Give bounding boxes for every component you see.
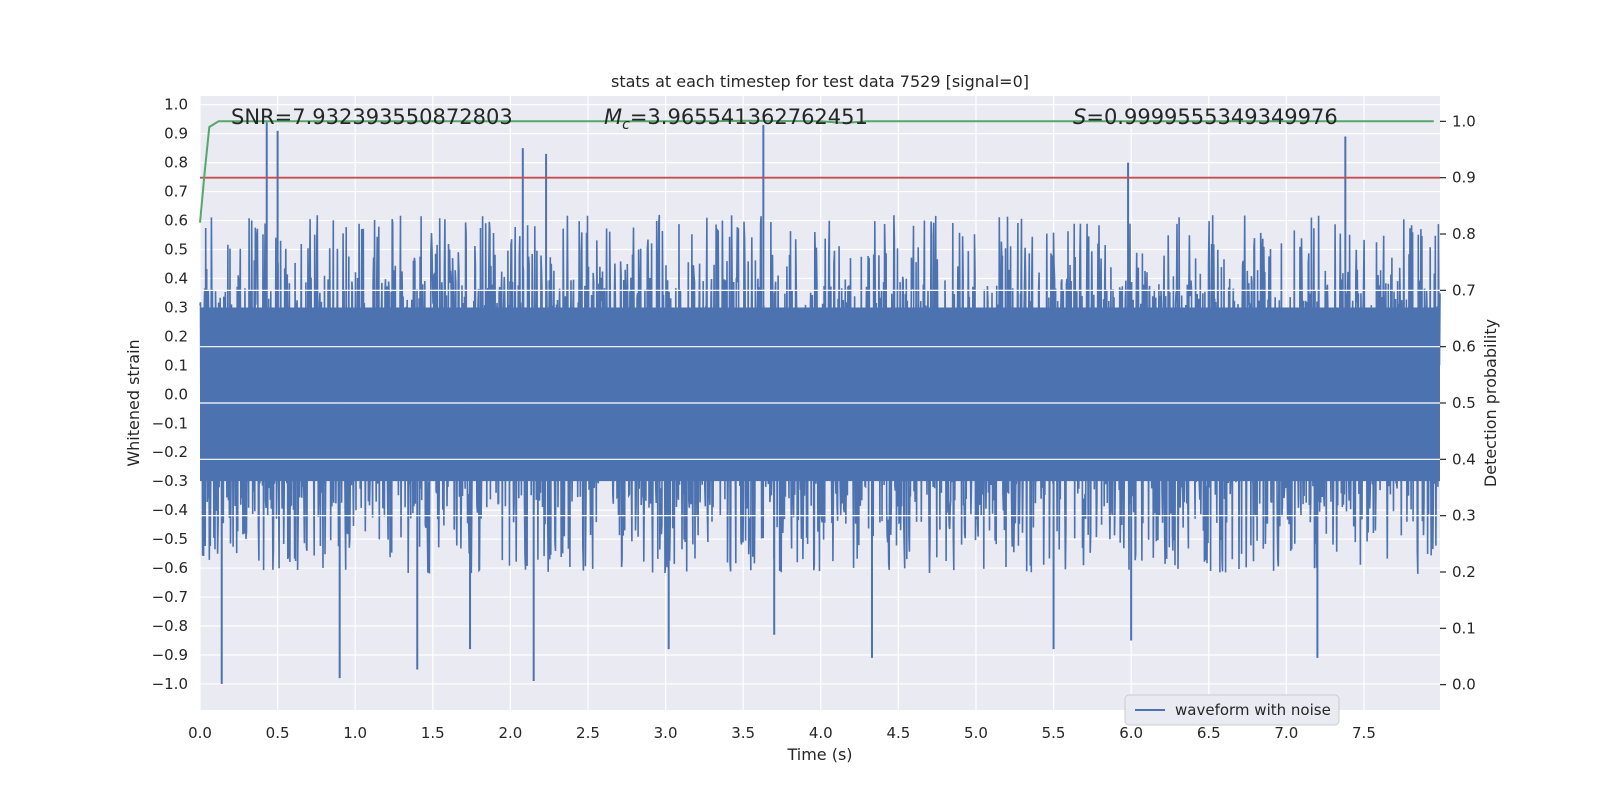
x-tick-label: 2.0	[498, 724, 522, 742]
y-tick-label: −0.7	[152, 588, 188, 606]
y-tick-label: −0.3	[152, 472, 188, 490]
y2-tick-label: 0.8	[1452, 225, 1476, 243]
y2-axis-ticks: 1.0 0.9 0.8 0.7 0.6 0.5 0.4 0.3 0.2 0.1 0.0	[1440, 112, 1476, 694]
waveform-series	[199, 122, 1441, 684]
y-tick-label: −0.6	[152, 559, 188, 577]
x-tick-label: 4.0	[809, 724, 833, 742]
y-tick-label: −0.2	[152, 443, 188, 461]
x-tick-label: 3.5	[731, 724, 755, 742]
y-tick-label: 0.0	[164, 385, 188, 403]
chirp-mass-value: =3.965541362762451	[630, 105, 868, 129]
y2-tick-label: 0.5	[1452, 394, 1476, 412]
probability-line	[199, 119, 1434, 223]
chirp-mass-subscript: c	[622, 117, 630, 133]
y2-tick-label: 1.0	[1452, 112, 1476, 130]
x-tick-label: 5.5	[1042, 724, 1066, 742]
x-axis-label: Time (s)	[786, 745, 852, 764]
y2-tick-label: 0.3	[1452, 507, 1476, 525]
y2-tick-label: 0.2	[1452, 563, 1476, 581]
chirp-mass-annotation: Mc=3.965541362762451	[604, 105, 868, 133]
score-symbol: S	[1073, 105, 1086, 129]
y-axis-label: Whitened strain	[124, 339, 143, 466]
x-tick-label: 1.0	[343, 724, 367, 742]
x-axis-ticks: 0.0 0.5 1.0 1.5 2.0 2.5 3.0 3.5 4.0 4.5 5.0 5.5 6.0 6…	[188, 724, 1376, 742]
score-value: =0.9999555349349976	[1086, 105, 1337, 129]
y-tick-label: −1.0	[152, 675, 188, 693]
chart-title: stats at each timestep for test data 752…	[611, 72, 1029, 91]
score-annotation: S=0.9999555349349976	[1073, 105, 1338, 129]
y2-tick-label: 0.4	[1452, 450, 1476, 468]
x-tick-label: 0.0	[188, 724, 212, 742]
legend-label: waveform with noise	[1175, 701, 1331, 719]
y2-tick-label: 0.7	[1452, 281, 1476, 299]
y-tick-label: −0.1	[152, 414, 188, 432]
y-tick-label: 0.1	[164, 356, 188, 374]
x-tick-label: 7.5	[1352, 724, 1376, 742]
y2-tick-label: 0.6	[1452, 338, 1476, 356]
x-tick-label: 4.5	[886, 724, 910, 742]
legend-box	[1124, 694, 1340, 726]
y-tick-label: 0.4	[164, 269, 188, 287]
x-tick-label: 6.5	[1197, 724, 1221, 742]
x-tick-label: 0.5	[266, 724, 290, 742]
y-tick-label: −0.5	[152, 530, 188, 548]
y2-axis-label: Detection probability	[1481, 319, 1500, 487]
x-tick-label: 3.0	[654, 724, 678, 742]
waveform-core-band	[200, 307, 1440, 482]
y-tick-label: −0.4	[152, 501, 188, 519]
y-tick-label: 0.8	[164, 154, 188, 172]
x-tick-label: 6.0	[1119, 724, 1143, 742]
x-tick-label: 1.5	[421, 724, 445, 742]
y2-tick-label: 0.1	[1452, 619, 1476, 637]
probability-series	[199, 119, 1434, 223]
x-tick-label: 5.0	[964, 724, 988, 742]
y-tick-label: 0.5	[164, 241, 188, 259]
y-tick-label: 0.7	[164, 183, 188, 201]
snr-annotation: SNR=7.932393550872803	[231, 105, 513, 129]
x-tick-label: 7.0	[1274, 724, 1298, 742]
legend: waveform with noise	[1124, 694, 1340, 726]
y-tick-label: −0.9	[152, 646, 188, 664]
x-tick-label: 2.5	[576, 724, 600, 742]
y-tick-label: 1.0	[164, 96, 188, 114]
y-tick-label: 0.6	[164, 212, 188, 230]
y-tick-label: −0.8	[152, 617, 188, 635]
y2-tick-label: 0.0	[1452, 676, 1476, 694]
y2-tick-label: 0.9	[1452, 169, 1476, 187]
chirp-mass-symbol: M	[604, 105, 622, 129]
y-tick-label: 0.3	[164, 298, 188, 316]
y-axis-ticks: 1.0 0.9 0.8 0.7 0.6 0.5 0.4 0.3 0.2 0.1 0.0 −0.1 −0.…	[152, 96, 188, 693]
y-tick-label: 0.2	[164, 327, 188, 345]
y-tick-label: 0.9	[164, 125, 188, 143]
